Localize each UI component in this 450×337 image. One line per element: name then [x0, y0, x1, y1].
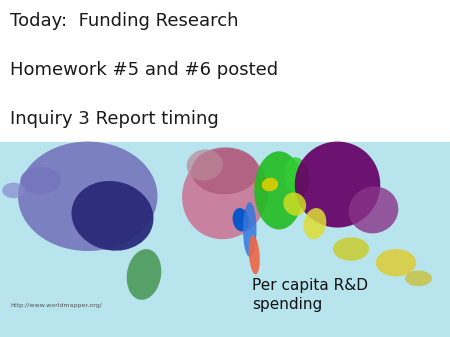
Ellipse shape [187, 149, 223, 181]
FancyBboxPatch shape [0, 142, 450, 337]
Ellipse shape [349, 186, 398, 234]
Ellipse shape [262, 178, 278, 191]
Ellipse shape [284, 192, 306, 216]
Ellipse shape [2, 183, 25, 198]
Text: http://www.worldmapper.org/: http://www.worldmapper.org/ [10, 303, 102, 308]
Ellipse shape [333, 237, 369, 261]
Ellipse shape [376, 249, 416, 276]
Ellipse shape [249, 235, 260, 274]
Ellipse shape [405, 271, 432, 286]
Ellipse shape [18, 142, 158, 251]
Ellipse shape [243, 202, 256, 257]
Ellipse shape [182, 149, 268, 239]
Text: Homework #5 and #6 posted: Homework #5 and #6 posted [10, 61, 278, 79]
Text: Today:  Funding Research: Today: Funding Research [10, 12, 238, 30]
Text: Inquiry 3 Report timing: Inquiry 3 Report timing [10, 110, 219, 127]
Ellipse shape [191, 147, 259, 194]
Ellipse shape [304, 208, 326, 239]
Ellipse shape [254, 151, 304, 229]
Ellipse shape [284, 157, 310, 196]
Ellipse shape [127, 249, 161, 300]
Ellipse shape [20, 167, 61, 194]
Ellipse shape [295, 142, 380, 227]
Ellipse shape [254, 177, 268, 192]
Ellipse shape [72, 181, 153, 251]
Ellipse shape [233, 208, 249, 232]
Text: Per capita R&D
spending: Per capita R&D spending [252, 278, 368, 312]
